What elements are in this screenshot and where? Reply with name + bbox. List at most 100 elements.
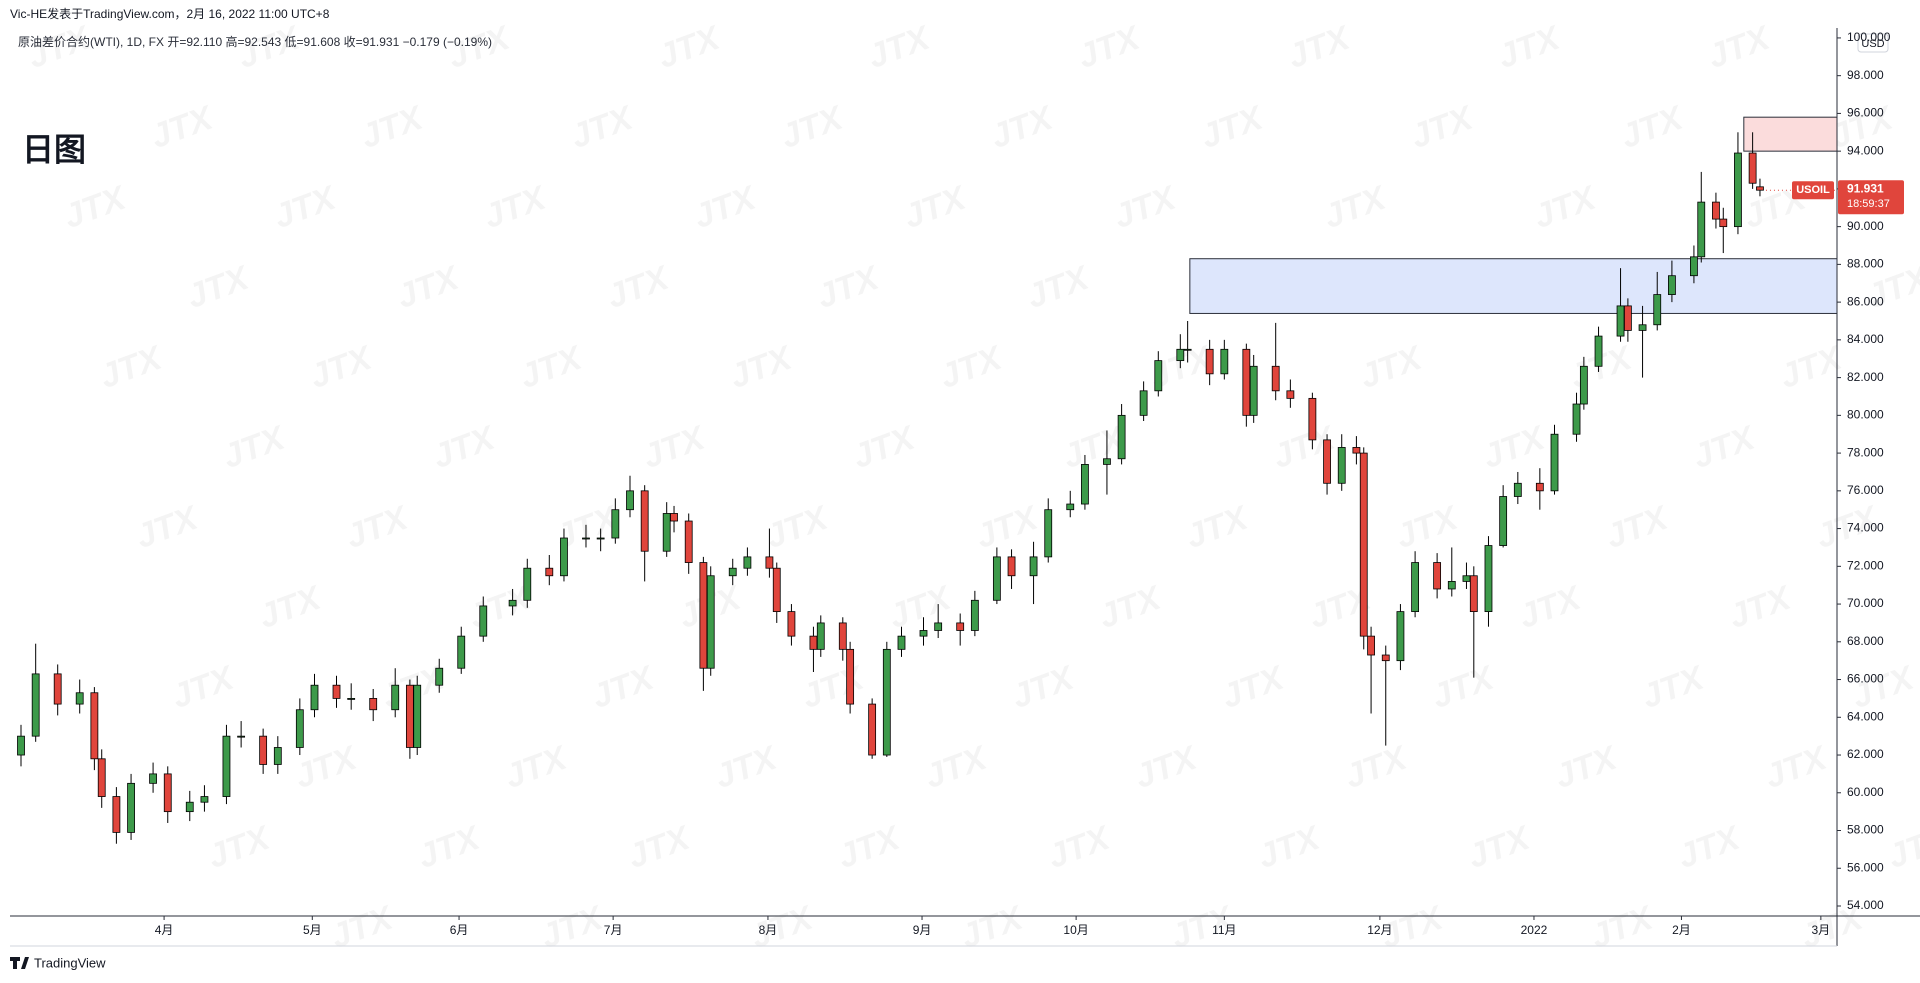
candle-body xyxy=(413,684,422,748)
y-tick-label: 66.000 xyxy=(1847,672,1884,686)
watermark: JTX xyxy=(602,258,676,316)
candle-body xyxy=(970,599,979,631)
watermark: JTX xyxy=(920,738,994,796)
watermark: JTX xyxy=(182,258,256,316)
candle-body xyxy=(259,735,268,765)
watermark: JTX xyxy=(725,338,799,396)
watermark: JTX xyxy=(59,178,133,236)
y-tick-label: 64.000 xyxy=(1847,709,1884,723)
watermark: JTX xyxy=(269,178,343,236)
candle-body xyxy=(684,520,693,563)
candle-body xyxy=(611,509,620,539)
candle-body xyxy=(1411,562,1420,613)
x-tick-label: 2月 xyxy=(1672,923,1691,937)
x-tick-label: 12月 xyxy=(1367,923,1392,937)
candle-body xyxy=(1712,201,1720,220)
watermark: JTX xyxy=(623,818,697,876)
y-tick-label: 56.000 xyxy=(1847,860,1884,874)
watermark: JTX xyxy=(479,178,553,236)
watermark: JTX xyxy=(1775,338,1849,396)
candle-body xyxy=(1249,365,1258,416)
y-tick-label: 90.000 xyxy=(1847,219,1884,233)
candle-body xyxy=(1396,611,1405,662)
x-tick-label: 2022 xyxy=(1521,923,1548,937)
watermark: JTX xyxy=(1391,498,1465,556)
candle-body xyxy=(1323,439,1331,484)
y-tick-label: 86.000 xyxy=(1847,294,1884,308)
watermark: JTX xyxy=(1217,658,1291,716)
watermark: JTX xyxy=(1529,178,1603,236)
candle-body xyxy=(1579,365,1588,405)
watermark: JTX xyxy=(1703,18,1777,76)
candles xyxy=(17,132,1764,844)
candle-body xyxy=(1103,458,1111,465)
watermark: JTX xyxy=(899,178,973,236)
zone xyxy=(1743,116,1838,152)
candle-body xyxy=(112,796,121,833)
x-tick-label: 4月 xyxy=(155,923,174,937)
watermark: JTX xyxy=(341,498,415,556)
candle-body xyxy=(1594,335,1603,367)
y-tick-label: 72.000 xyxy=(1847,558,1884,572)
watermark: JTX xyxy=(536,898,610,956)
candle-body xyxy=(75,692,84,705)
x-tick-label: 9月 xyxy=(913,923,932,937)
watermark: JTX xyxy=(515,338,589,396)
candle-body xyxy=(1433,562,1442,590)
watermark: JTX xyxy=(1550,738,1624,796)
candle-body xyxy=(1205,348,1214,375)
candle-body xyxy=(127,782,135,833)
candle-body xyxy=(435,667,444,686)
candle-body xyxy=(640,490,649,552)
candle-body xyxy=(868,703,877,756)
candle-body xyxy=(670,513,678,522)
candle-body xyxy=(882,648,891,756)
watermark: JTX xyxy=(935,338,1009,396)
countdown: 18:59:37 xyxy=(1847,198,1890,210)
watermark: JTX xyxy=(812,258,886,316)
y-tick-label: 84.000 xyxy=(1847,332,1884,346)
candle-body xyxy=(1081,464,1089,505)
candle-body xyxy=(1462,575,1471,582)
candle-body xyxy=(1469,575,1478,613)
candle-body xyxy=(332,684,341,699)
watermark: JTX xyxy=(863,18,937,76)
candle-body xyxy=(1117,414,1126,460)
candle-body xyxy=(728,567,737,577)
watermark: JTX xyxy=(1616,98,1690,156)
candle-body xyxy=(1572,403,1581,435)
candle-body xyxy=(1029,556,1038,577)
watermark: JTX xyxy=(1007,658,1081,716)
watermark: JTX xyxy=(305,338,379,396)
watermark: JTX xyxy=(218,418,292,476)
candle-body xyxy=(149,773,157,784)
watermark: JTX xyxy=(356,98,430,156)
watermark: JTX xyxy=(1073,18,1147,76)
candle-body xyxy=(545,567,554,577)
symbol-tag-label: USOIL xyxy=(1796,184,1830,196)
candle-body xyxy=(1044,509,1053,558)
watermark: JTX xyxy=(500,738,574,796)
watermark: JTX xyxy=(1847,658,1920,716)
watermark: JTX xyxy=(1022,258,1096,316)
y-tick-label: 82.000 xyxy=(1847,370,1884,384)
candle-body xyxy=(1066,503,1075,511)
candle-body xyxy=(391,684,400,711)
candle-body xyxy=(1308,397,1317,441)
x-tick-label: 7月 xyxy=(604,923,623,937)
candle-body xyxy=(1220,348,1229,375)
candle-body xyxy=(560,537,568,577)
watermark: JTX xyxy=(1319,178,1393,236)
watermark: JTX xyxy=(413,818,487,876)
candle-body xyxy=(1271,365,1280,392)
footer-logo: TradingView xyxy=(10,955,106,970)
watermark: JTX xyxy=(956,898,1030,956)
watermark: JTX xyxy=(1406,98,1480,156)
y-tick-label: 94.000 xyxy=(1847,143,1884,157)
candle-body xyxy=(809,635,818,650)
candle-body xyxy=(1513,482,1522,497)
x-tick-label: 11月 xyxy=(1212,923,1236,937)
watermark: JTX xyxy=(1673,818,1747,876)
y-tick-label: 60.000 xyxy=(1847,785,1884,799)
